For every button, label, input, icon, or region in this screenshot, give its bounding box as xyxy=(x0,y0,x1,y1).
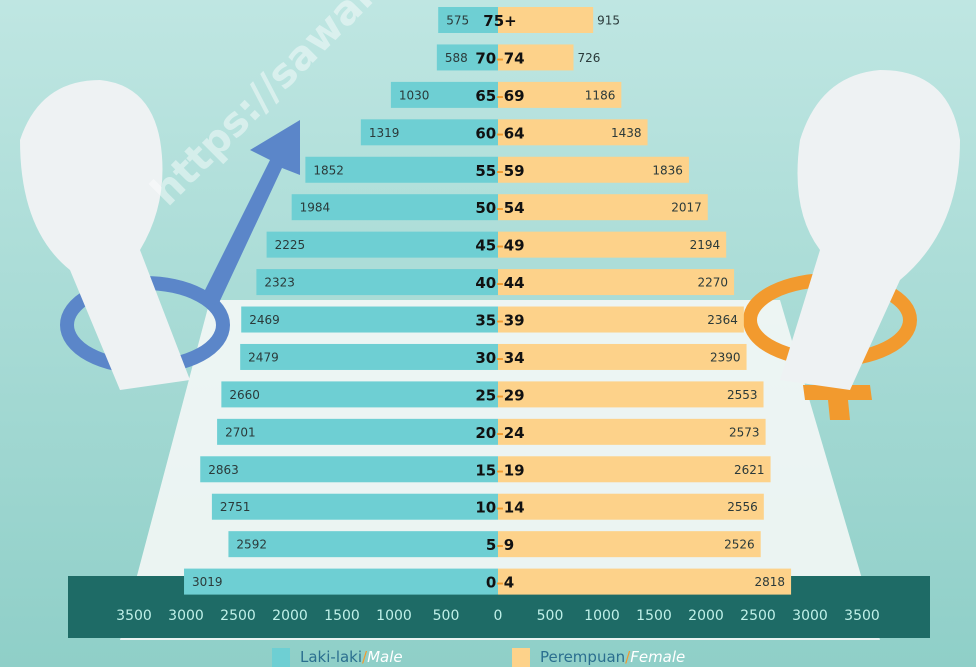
value-label: 2194 xyxy=(690,238,721,252)
category-label: 30–34 xyxy=(475,348,524,366)
category-label: 35–39 xyxy=(475,311,524,329)
x-tick-label: 1000 xyxy=(584,608,620,624)
category-label: 5–9 xyxy=(486,536,514,554)
category-label: 75+ xyxy=(483,12,516,30)
bar xyxy=(498,569,791,595)
category-label: 70–74 xyxy=(475,49,524,67)
x-tick-label: 2500 xyxy=(220,608,256,624)
category-label: 15–19 xyxy=(475,461,524,479)
legend-swatch xyxy=(272,648,290,667)
value-label: 2390 xyxy=(710,350,741,364)
value-label: 2469 xyxy=(249,313,280,327)
value-label: 2553 xyxy=(727,388,758,402)
x-tick-label: 500 xyxy=(433,608,460,624)
category-label: 40–44 xyxy=(475,274,524,292)
value-label: 2556 xyxy=(727,500,758,514)
value-label: 2225 xyxy=(275,238,306,252)
value-label: 2270 xyxy=(698,276,729,290)
value-label: 2323 xyxy=(264,276,295,290)
value-label: 1852 xyxy=(313,163,344,177)
value-label: 2751 xyxy=(220,500,251,514)
legend-swatch xyxy=(512,648,530,667)
value-label: 1836 xyxy=(652,163,683,177)
category-label: 60–64 xyxy=(475,124,524,142)
bar xyxy=(498,531,761,557)
value-label: 2621 xyxy=(734,463,765,477)
value-label: 588 xyxy=(445,51,468,65)
value-label: 2479 xyxy=(248,350,279,364)
value-label: 2364 xyxy=(707,313,738,327)
x-tick-label: 3500 xyxy=(116,608,152,624)
x-tick-label: 1500 xyxy=(636,608,672,624)
bar xyxy=(498,381,764,407)
value-label: 2592 xyxy=(236,538,267,552)
value-label: 2573 xyxy=(729,425,760,439)
category-label: 25–29 xyxy=(475,386,524,404)
x-tick-label: 3500 xyxy=(844,608,880,624)
x-tick-label: 3000 xyxy=(792,608,828,624)
value-label: 2660 xyxy=(229,388,260,402)
x-tick-label: 0 xyxy=(494,608,503,624)
x-tick-label: 1500 xyxy=(324,608,360,624)
value-label: 2526 xyxy=(724,538,755,552)
value-label: 2017 xyxy=(671,201,702,215)
bar xyxy=(228,531,498,557)
value-label: 2863 xyxy=(208,463,239,477)
x-tick-label: 2000 xyxy=(272,608,308,624)
value-label: 915 xyxy=(597,14,620,28)
legend-label: Perempuan/Female xyxy=(540,648,685,666)
chart: https://sawahluntoko 5755881030131918521… xyxy=(0,0,976,667)
x-tick-label: 3000 xyxy=(168,608,204,624)
value-label: 575 xyxy=(446,14,469,28)
value-label: 3019 xyxy=(192,575,223,589)
value-label: 1030 xyxy=(399,88,430,102)
bar xyxy=(240,344,498,370)
x-tick-label: 2500 xyxy=(740,608,776,624)
value-label: 1319 xyxy=(369,126,400,140)
legend-label: Laki-laki/Male xyxy=(300,648,403,666)
x-tick-label: 1000 xyxy=(376,608,412,624)
value-label: 1438 xyxy=(611,126,642,140)
bar xyxy=(498,456,771,482)
value-label: 1984 xyxy=(300,201,331,215)
bar xyxy=(498,419,766,445)
bar xyxy=(200,456,498,482)
bar xyxy=(212,494,498,520)
category-label: 0–4 xyxy=(486,573,514,591)
category-label: 50–54 xyxy=(475,199,524,217)
value-label: 726 xyxy=(578,51,601,65)
category-label: 10–14 xyxy=(475,498,524,516)
value-label: 1186 xyxy=(585,88,616,102)
category-label: 20–24 xyxy=(475,423,524,441)
value-label: 2701 xyxy=(225,425,256,439)
x-tick-label: 2000 xyxy=(688,608,724,624)
category-label: 65–69 xyxy=(475,86,524,104)
category-label: 55–59 xyxy=(475,161,524,179)
x-tick-label: 500 xyxy=(537,608,564,624)
bar xyxy=(221,381,498,407)
value-label: 2818 xyxy=(755,575,786,589)
bar xyxy=(498,494,764,520)
category-label: 45–49 xyxy=(475,236,524,254)
bar xyxy=(184,569,498,595)
bar xyxy=(217,419,498,445)
